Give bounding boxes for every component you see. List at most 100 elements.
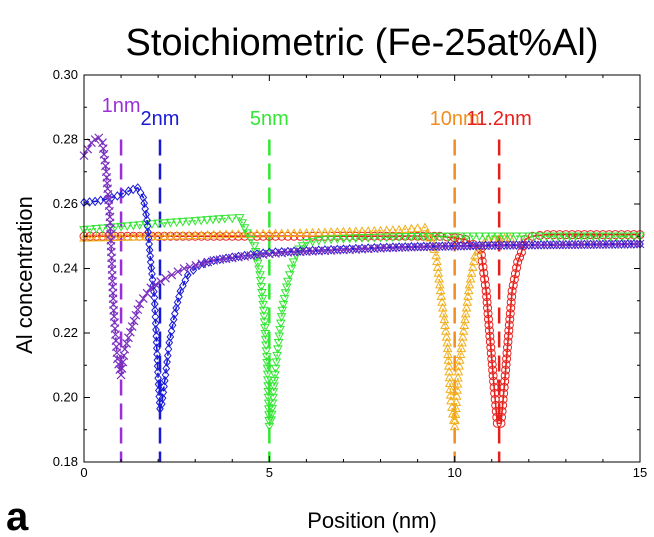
- annotation-label: 11.2nm: [467, 108, 532, 130]
- data-point: [134, 221, 145, 230]
- data-point: [289, 228, 299, 237]
- data-point: [490, 388, 500, 398]
- data-point: [460, 308, 471, 318]
- data-point: [151, 312, 160, 322]
- data-point: [138, 294, 148, 304]
- data-point: [179, 264, 189, 273]
- data-point: [482, 292, 492, 302]
- data-point: [165, 218, 176, 228]
- data-point: [153, 231, 163, 240]
- data-point: [284, 271, 295, 280]
- data-point: [338, 234, 349, 244]
- data-point: [529, 232, 540, 242]
- data-point: [406, 233, 417, 242]
- data-point: [153, 355, 162, 365]
- data-point: [119, 188, 127, 199]
- data-point: [252, 259, 263, 269]
- data-point: [255, 277, 266, 286]
- data-point: [263, 376, 273, 386]
- data-point: [112, 354, 122, 364]
- data-point: [480, 280, 490, 290]
- data-point: [598, 230, 608, 240]
- data-point: [143, 215, 151, 225]
- data-point: [184, 230, 194, 240]
- data-point: [326, 227, 336, 236]
- data-point: [500, 371, 510, 381]
- data-point: [259, 312, 269, 322]
- data-point: [592, 230, 602, 240]
- data-point: [164, 344, 173, 354]
- data-point: [161, 370, 170, 380]
- data-point: [260, 335, 271, 345]
- data-point: [460, 314, 470, 324]
- data-point: [91, 232, 102, 242]
- data-point: [509, 274, 519, 284]
- data-point: [499, 388, 509, 398]
- data-point: [483, 309, 493, 319]
- data-point: [221, 229, 231, 239]
- data-point: [462, 232, 472, 242]
- data-point: [457, 337, 467, 347]
- data-point: [288, 258, 299, 268]
- data-point: [484, 320, 494, 330]
- data-point: [369, 233, 380, 243]
- data-point: [573, 230, 583, 240]
- data-point: [582, 232, 593, 242]
- data-point: [388, 233, 398, 243]
- data-point: [148, 269, 156, 279]
- data-point: [498, 400, 508, 410]
- data-point: [173, 297, 182, 308]
- data-point: [152, 331, 161, 342]
- data-point: [177, 217, 188, 227]
- data-point: [196, 231, 206, 241]
- data-point: [83, 144, 93, 154]
- data-point: [488, 234, 499, 243]
- data-point: [453, 372, 463, 382]
- data-point: [159, 387, 168, 398]
- data-point: [263, 393, 274, 403]
- data-point: [203, 231, 213, 241]
- data-point: [502, 343, 512, 353]
- data-point: [161, 273, 170, 283]
- data-point: [150, 299, 159, 309]
- data-point: [484, 326, 494, 336]
- data-point: [458, 326, 469, 335]
- data-point: [406, 223, 417, 233]
- data-point: [351, 231, 361, 241]
- data-point: [163, 357, 171, 367]
- annotation-label: 5nm: [250, 108, 289, 130]
- data-point: [252, 228, 262, 238]
- data-point: [459, 320, 470, 329]
- data-point: [242, 229, 252, 239]
- data-point: [307, 227, 318, 237]
- data-point: [215, 231, 225, 241]
- y-tick-label: 0.20: [53, 390, 78, 405]
- data-point: [443, 232, 454, 242]
- data-point: [150, 292, 159, 303]
- data-point: [154, 373, 162, 383]
- data-point: [456, 343, 467, 353]
- data-point: [394, 224, 404, 234]
- data-point: [133, 305, 143, 315]
- data-point: [497, 412, 507, 422]
- data-point: [541, 232, 552, 242]
- x-tick-label: 0: [80, 465, 87, 480]
- data-point: [501, 359, 511, 369]
- data-point: [142, 288, 152, 298]
- data-point: [452, 384, 462, 394]
- data-point: [262, 358, 272, 368]
- data-point: [512, 263, 522, 273]
- data-point: [181, 275, 190, 286]
- data-point: [483, 314, 493, 324]
- data-point: [185, 262, 195, 272]
- data-point: [477, 256, 487, 266]
- data-point: [553, 232, 563, 242]
- data-point: [157, 399, 166, 409]
- data-point: [431, 232, 441, 242]
- data-point: [85, 225, 96, 235]
- data-point: [131, 310, 141, 320]
- data-point: [455, 355, 465, 364]
- series-line: [84, 233, 640, 425]
- data-point: [505, 309, 515, 319]
